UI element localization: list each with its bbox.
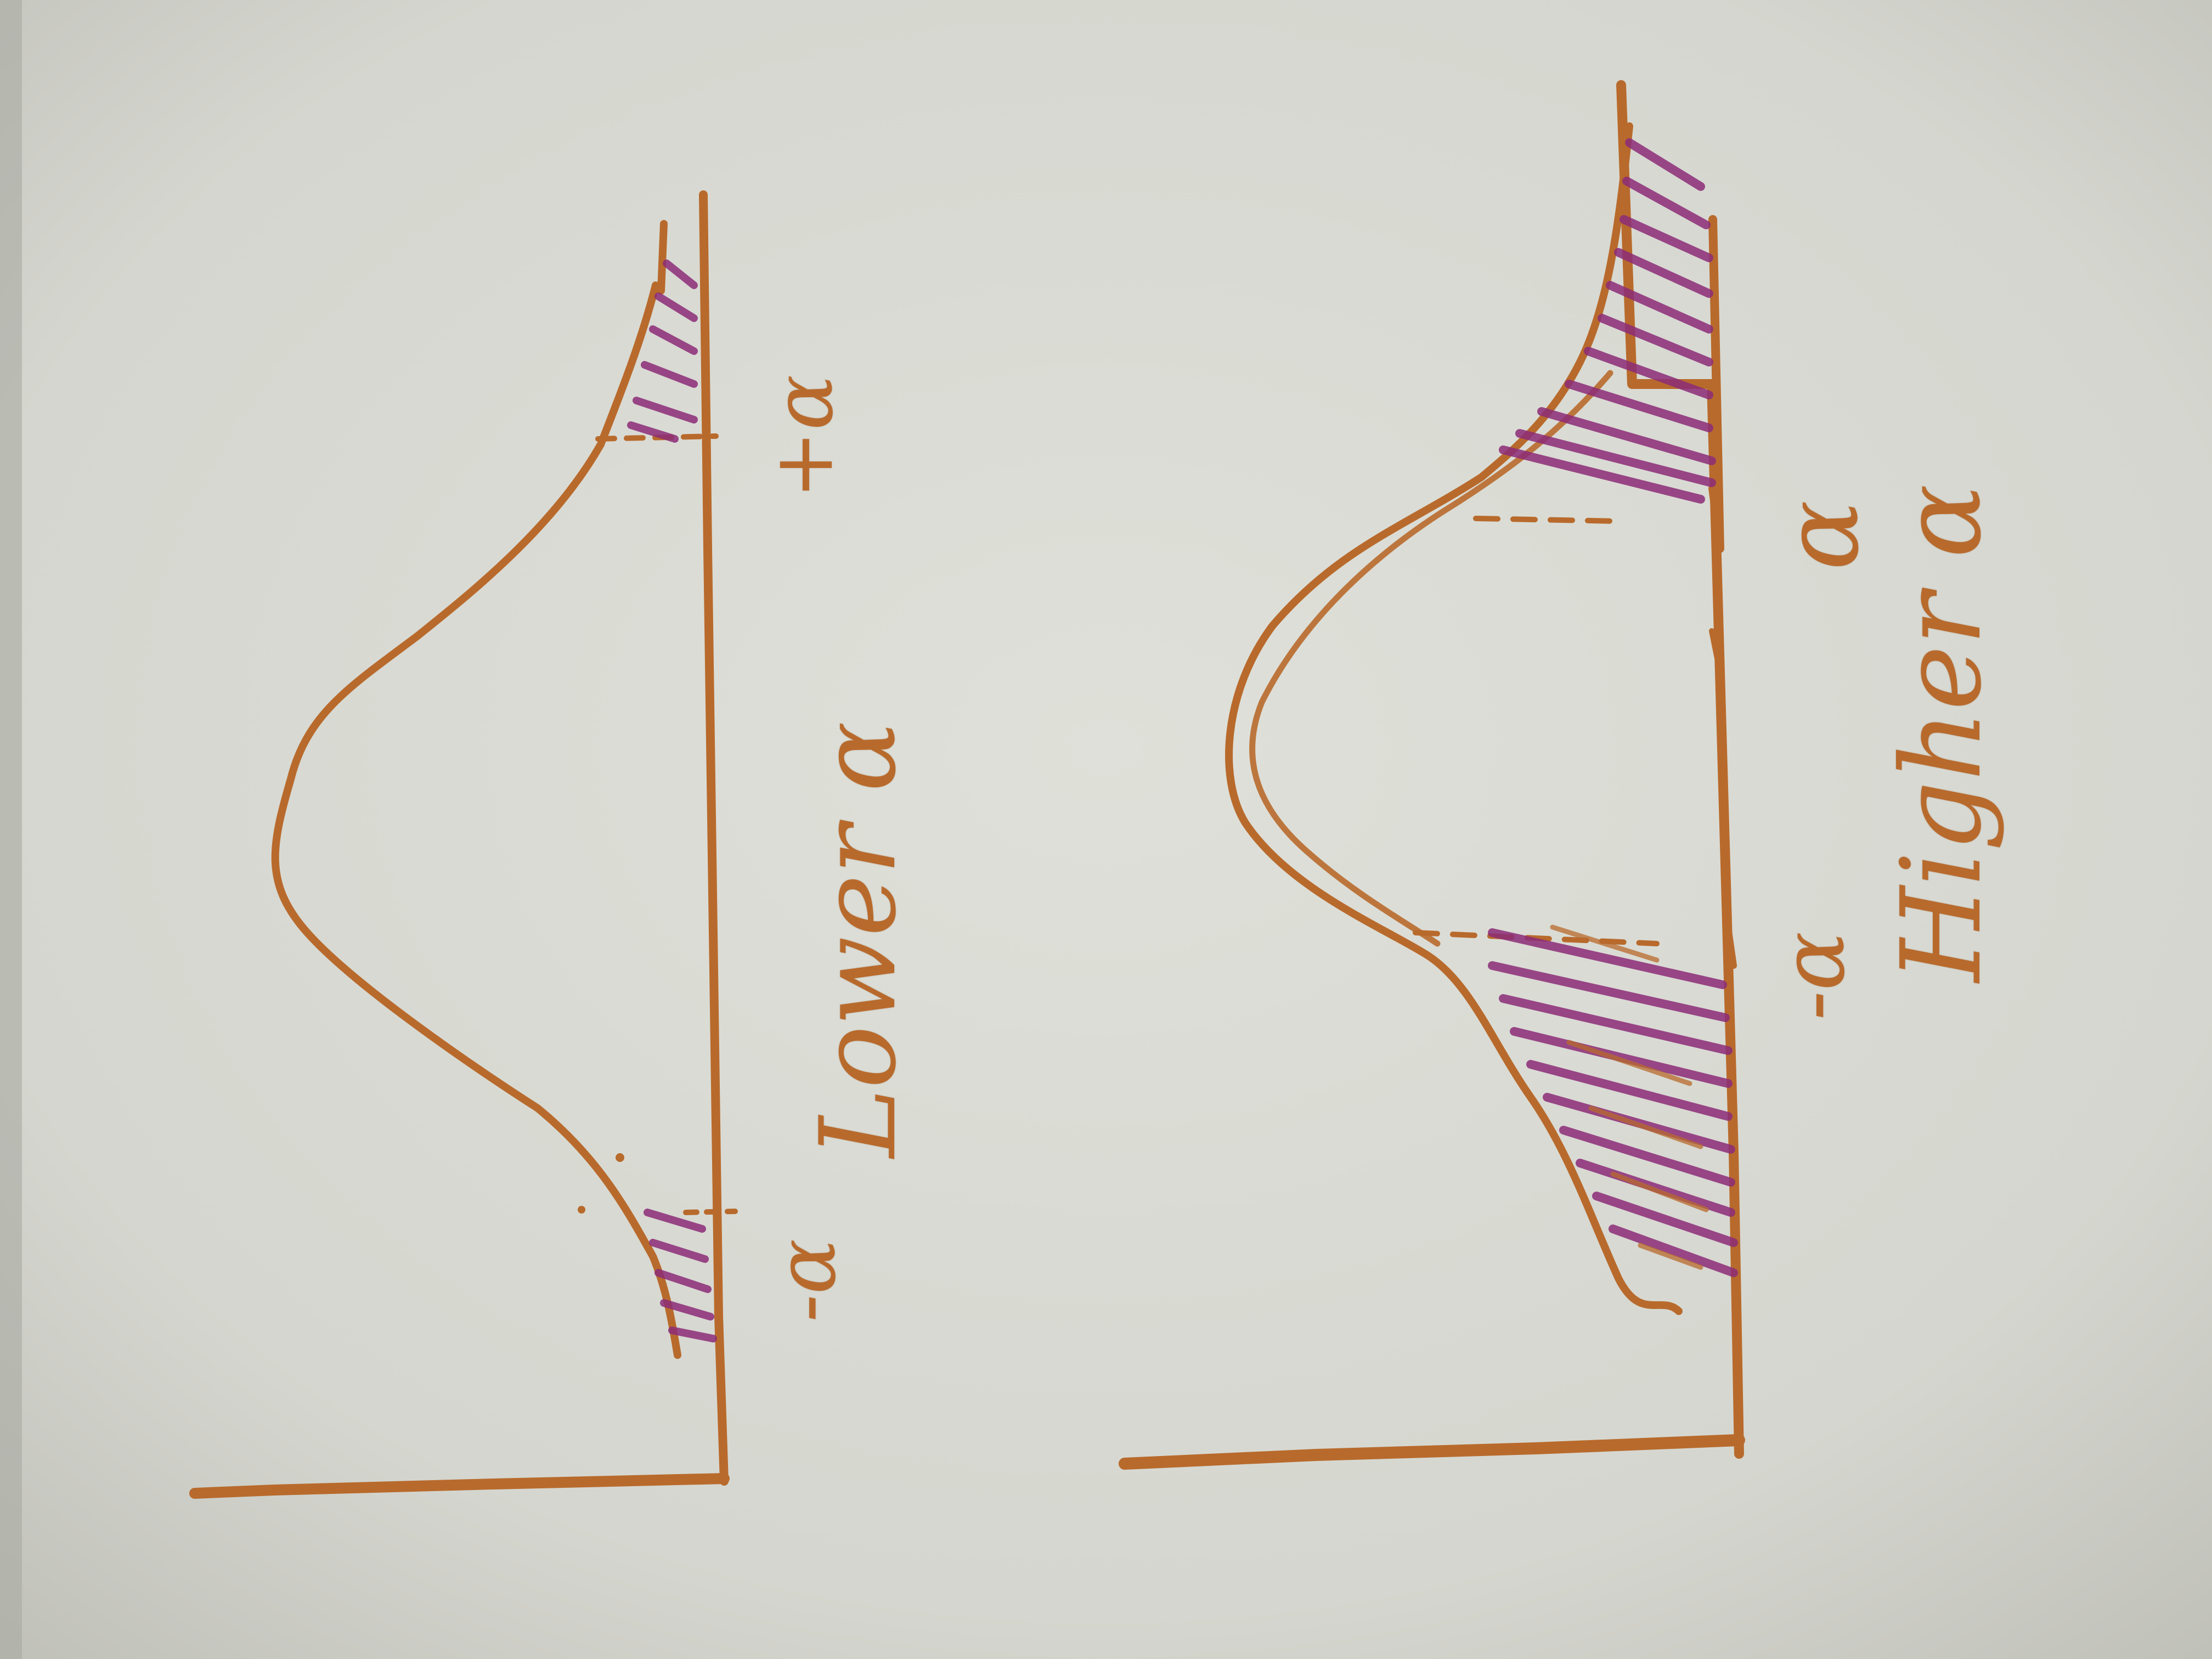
lower-horizontal-axis [189,1473,730,1499]
higher-mid-tick [1709,628,1720,661]
higher-left-threshold-label: -α [1762,931,1864,1020]
lower-ink-dot [616,1153,624,1162]
higher-left-tail-orange-hatching [1550,924,1709,1270]
higher-right-threshold-dash [1473,516,1621,524]
diagram-lower-alpha [189,190,738,1499]
higher-bell-curve [1225,122,1683,1315]
higher-left-threshold-tick [1725,924,1737,969]
higher-right-threshold-label: α [1760,500,1882,571]
lower-ink-dot [578,1206,585,1214]
higher-right-threshold-tick [1708,485,1720,533]
lower-vertical-axis [699,190,729,1486]
higher-caption: Higher α [1878,484,2006,982]
lower-caption: Lower α [798,721,919,1158]
paper-shadow-edge [0,0,22,1659]
higher-right-tail-hatching [1499,138,1716,504]
lower-right-threshold-label: +α [756,375,851,499]
lower-axis-top-tick [657,220,668,295]
lower-right-threshold-tick [595,433,719,442]
lower-right-tail-hatching [627,259,698,443]
lower-left-threshold-label: -α [759,1239,854,1322]
diagram-higher-alpha [1119,80,1745,1470]
higher-bell-curve-trace [1249,370,1613,947]
lower-left-threshold-tick [683,1209,738,1215]
higher-horizontal-axis [1119,1434,1745,1470]
lower-left-tail-hatching [644,1209,717,1342]
lower-bell-curve [271,281,681,1359]
higher-axis-second-top [1708,215,1724,553]
